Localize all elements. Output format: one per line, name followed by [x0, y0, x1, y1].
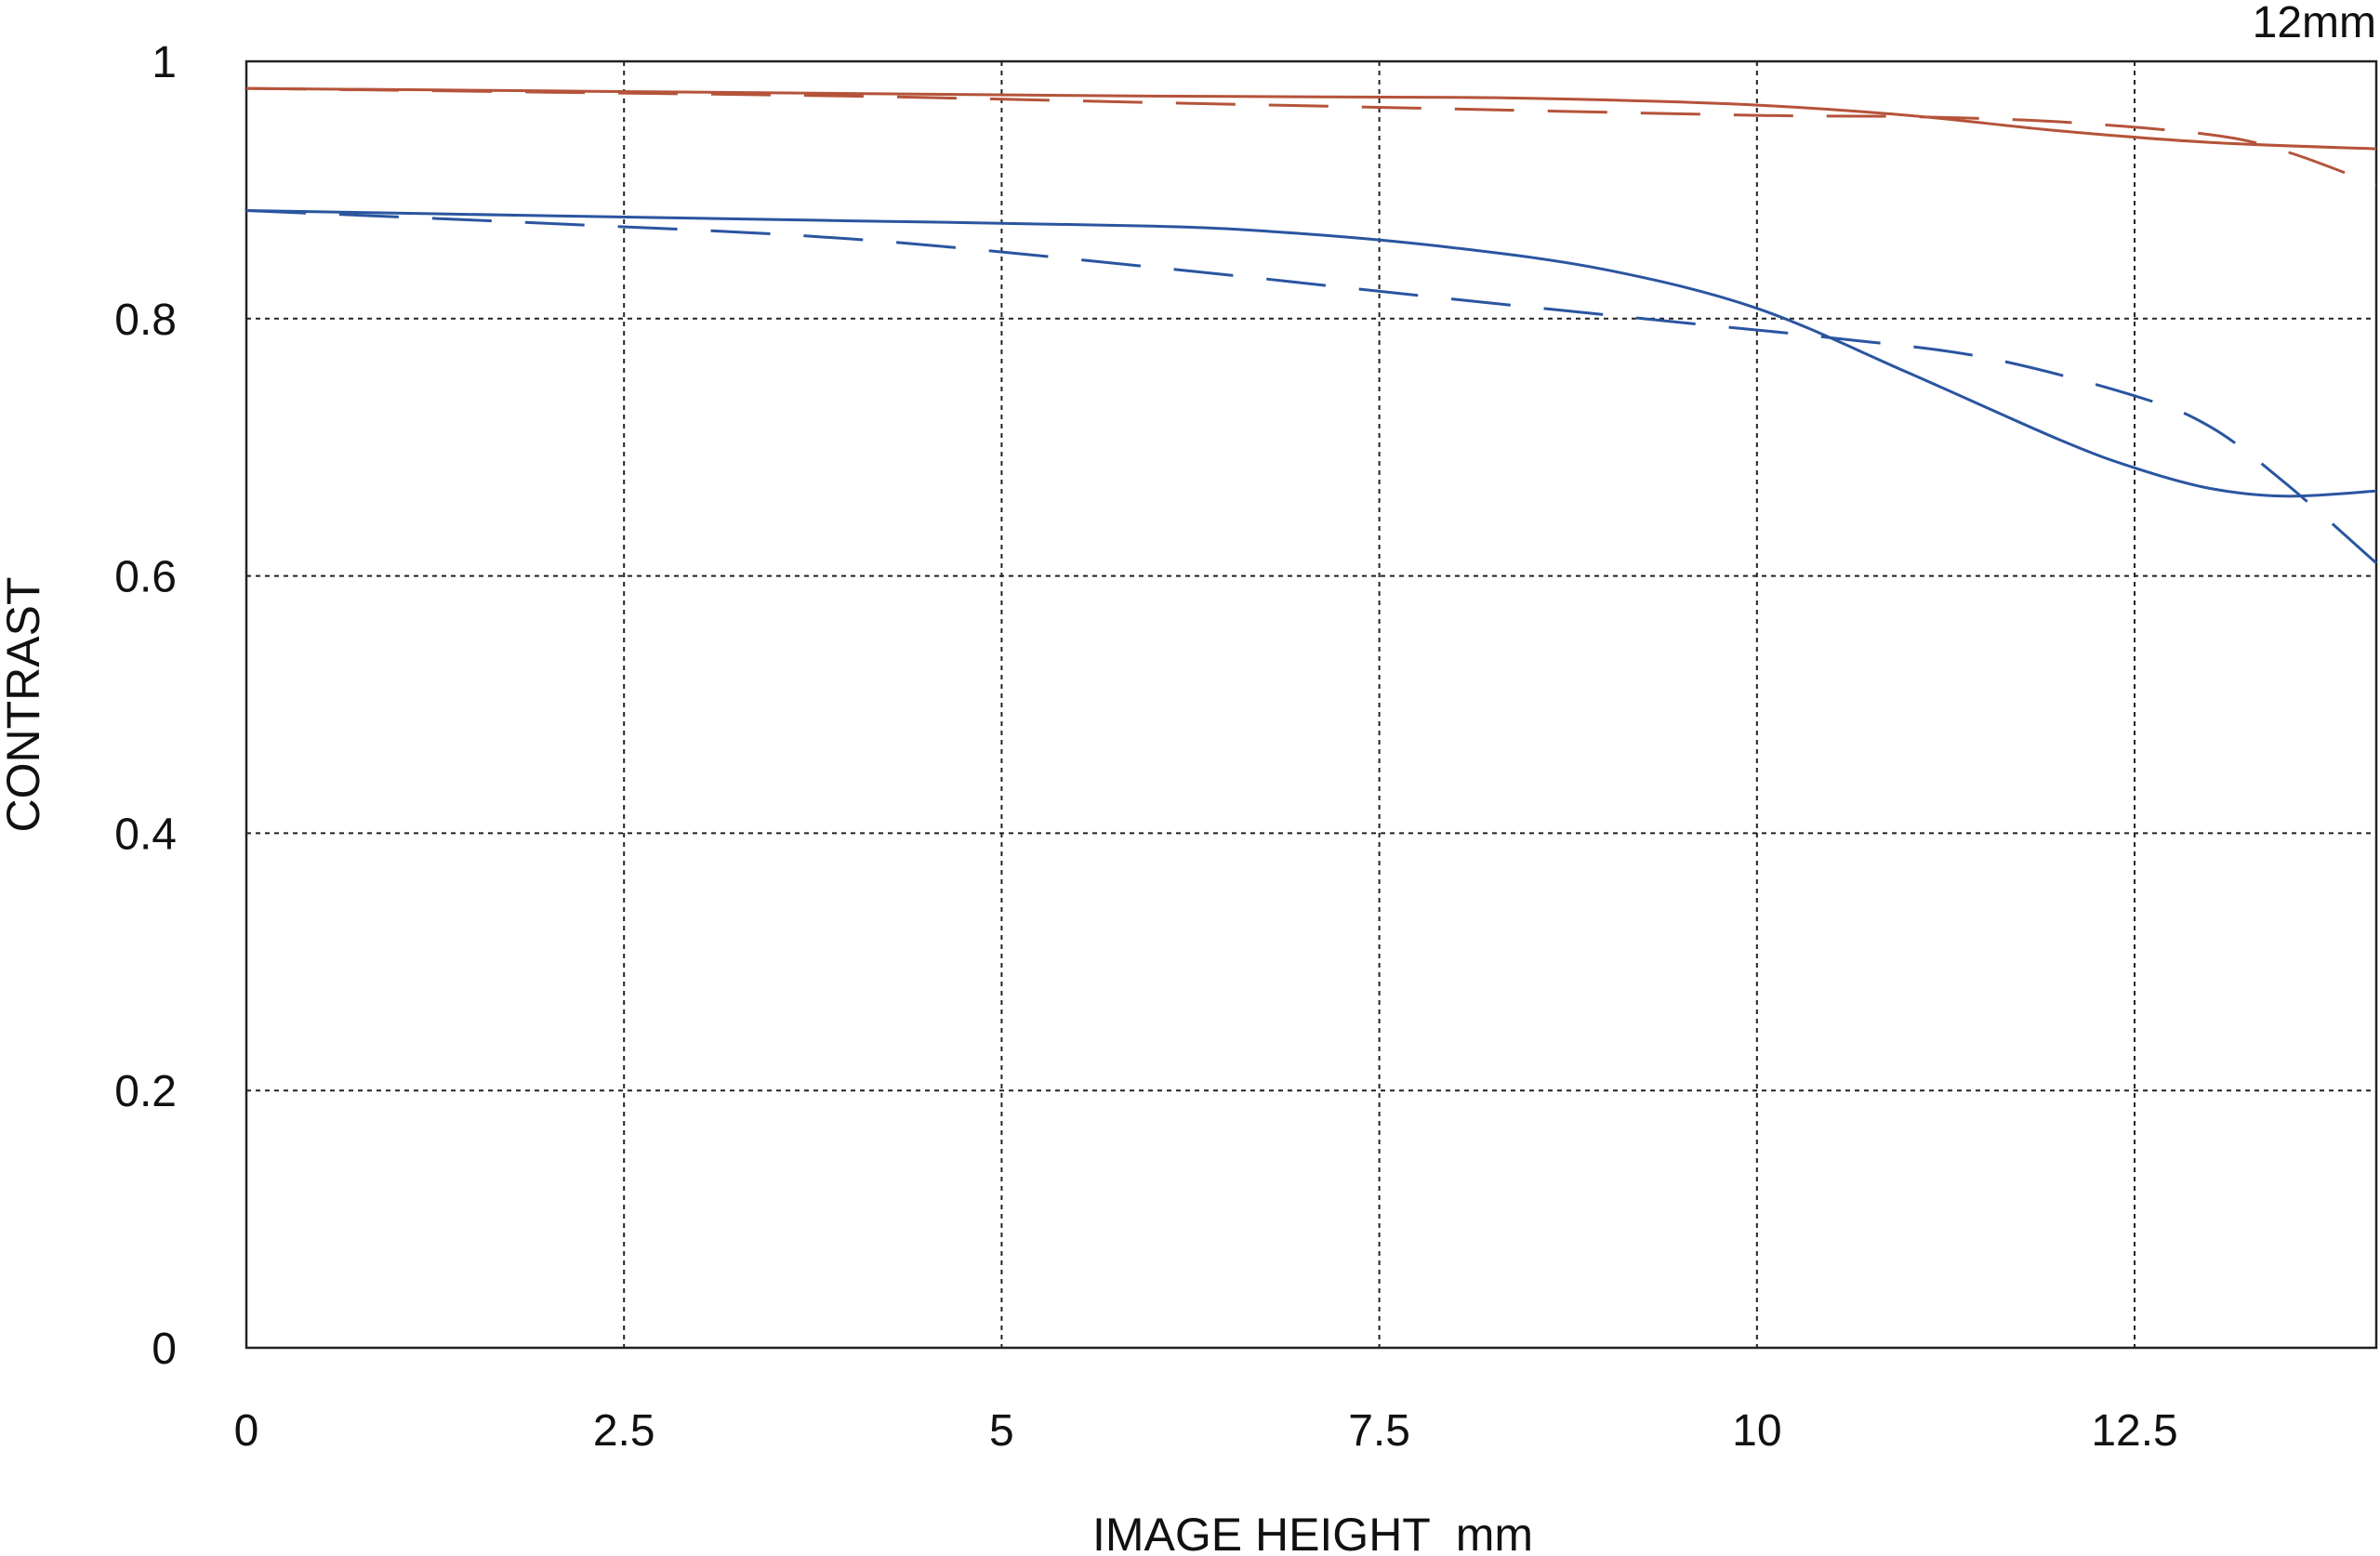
series-line-2-dashed [245, 86, 2377, 187]
series-layer [245, 86, 2377, 564]
y-tick-label: 0.6 [114, 553, 177, 602]
x-axis-title: IMAGE HEIGHT mm [1092, 1509, 1533, 1556]
y-axis-title: CONTRAST [0, 577, 49, 833]
plot-frame [245, 59, 2378, 1350]
y-tick-label: 1 [152, 38, 177, 87]
y-tick-label: 0 [152, 1325, 177, 1374]
x-tick-labels: 0 2.5 5 7.5 10 12.5 [234, 1406, 2178, 1456]
x-tick-label: 7.5 [1348, 1406, 1410, 1456]
y-tick-labels: 0 0.2 0.4 0.6 0.8 1 [114, 38, 177, 1374]
focal-length-label: 12mm [2253, 0, 2376, 47]
series-line-4-dashed [245, 209, 2377, 564]
x-tick-label: 12.5 [2091, 1406, 2177, 1456]
y-tick-label: 0.4 [114, 810, 177, 859]
y-tick-label: 0.2 [114, 1067, 177, 1116]
x-tick-label: 10 [1732, 1406, 1781, 1456]
grid-lines [246, 61, 2376, 1348]
y-tick-label: 0.8 [114, 296, 177, 345]
x-tick-label: 5 [989, 1406, 1014, 1456]
series-line-1-solid [245, 86, 2377, 151]
series-line-3-solid [245, 209, 2377, 498]
x-tick-label: 2.5 [593, 1406, 655, 1456]
x-tick-label: 0 [234, 1406, 259, 1456]
